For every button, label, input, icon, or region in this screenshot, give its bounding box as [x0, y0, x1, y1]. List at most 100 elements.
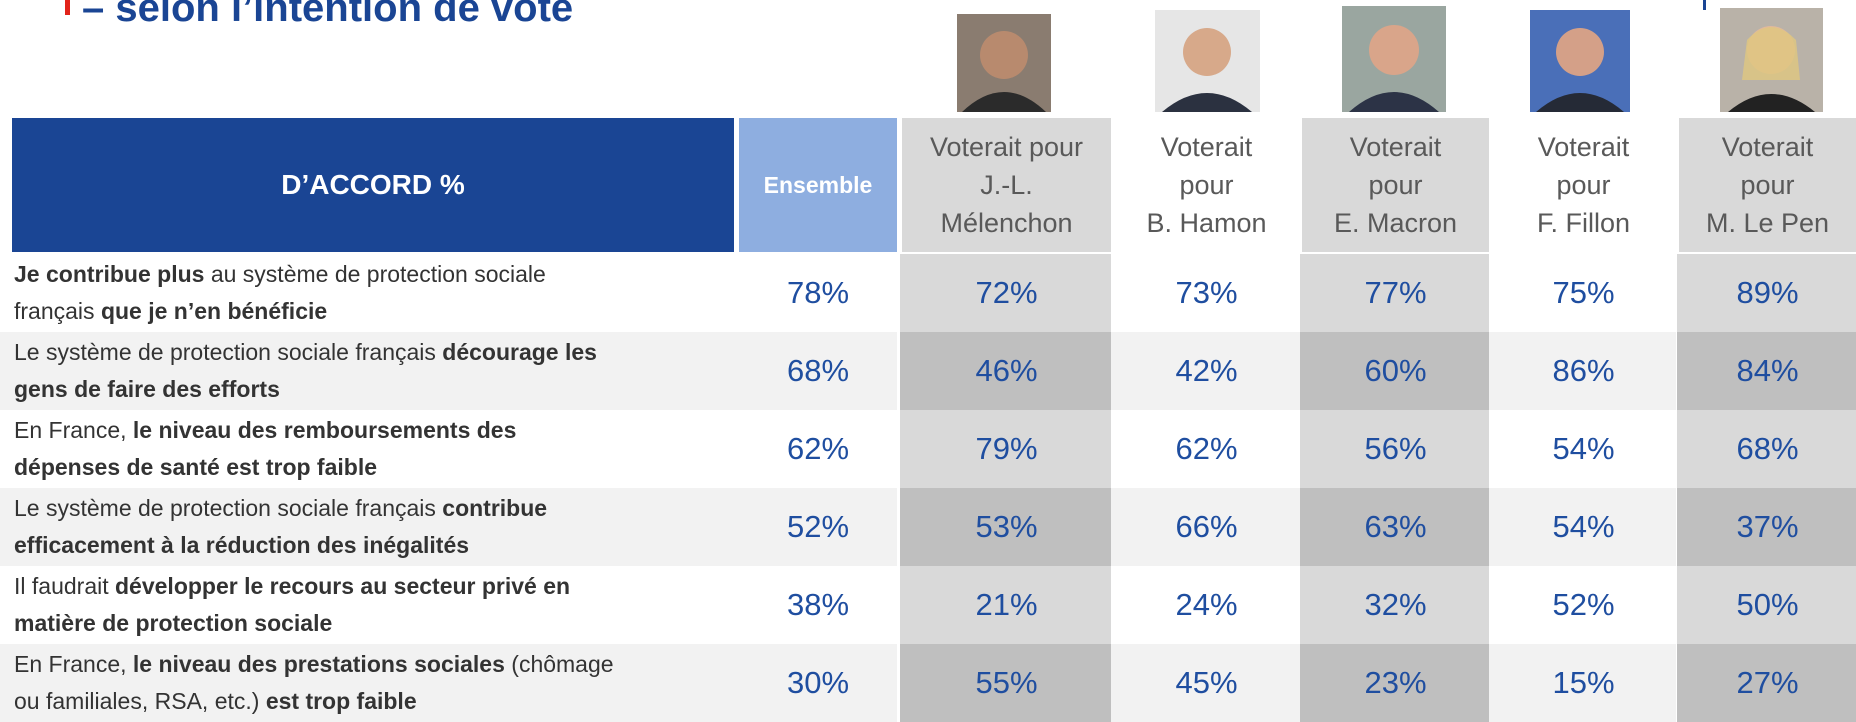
- portrait: [1155, 10, 1260, 112]
- percent-cell: 38%: [739, 566, 897, 644]
- header-line: Voterait: [1161, 128, 1253, 166]
- percent-cell: 52%: [1491, 566, 1676, 644]
- header-line: E. Macron: [1334, 204, 1457, 242]
- percent-cell: 56%: [1302, 410, 1489, 488]
- percent-cell: 55%: [902, 644, 1111, 722]
- portrait: [957, 14, 1051, 112]
- column-header: VoteraitpourF. Fillon: [1491, 118, 1676, 252]
- label-segment: Le système de protection sociale françai…: [14, 495, 442, 521]
- header-line: pour: [1179, 166, 1233, 204]
- label-segment: est trop faible: [266, 688, 417, 714]
- label-segment: Le système de protection sociale françai…: [14, 339, 442, 365]
- column-header: Ensemble: [739, 118, 897, 252]
- label-segment: En France,: [14, 651, 133, 677]
- label-segment: efficacement à la réduction des inégalit…: [14, 532, 469, 558]
- label-segment: au système de protection sociale: [204, 261, 545, 287]
- label-segment: Je contribue plus: [14, 261, 204, 287]
- percent-cell: 62%: [1113, 410, 1300, 488]
- portrait: [1720, 8, 1823, 112]
- label-segment: que je n’en bénéficie: [101, 298, 327, 324]
- header-line: Voterait: [1722, 128, 1814, 166]
- label-line: Le système de protection sociale françai…: [14, 490, 734, 527]
- header-line: Voterait: [1350, 128, 1442, 166]
- label-line: efficacement à la réduction des inégalit…: [14, 527, 734, 564]
- percent-cell: 72%: [902, 254, 1111, 332]
- label-line: En France, le niveau des remboursements …: [14, 412, 734, 449]
- label-line: ou familiales, RSA, etc.) est trop faibl…: [14, 683, 734, 720]
- label-segment: ou familiales, RSA, etc.): [14, 688, 266, 714]
- label-segment: matière de protection sociale: [14, 610, 332, 636]
- page: { "header": {"title": "– selon l’intenti…: [0, 0, 1856, 722]
- header-line: B. Hamon: [1146, 204, 1266, 242]
- percent-cell: 73%: [1113, 254, 1300, 332]
- percent-cell: 15%: [1491, 644, 1676, 722]
- header-line: Ensemble: [764, 172, 873, 199]
- row-label: En France, le niveau des prestations soc…: [12, 644, 734, 722]
- label-line: dépenses de santé est trop faible: [14, 449, 734, 486]
- percent-cell: 27%: [1679, 644, 1856, 722]
- label-line: Le système de protection sociale françai…: [14, 334, 734, 371]
- percent-cell: 50%: [1679, 566, 1856, 644]
- percent-cell: 77%: [1302, 254, 1489, 332]
- percent-cell: 63%: [1302, 488, 1489, 566]
- percent-cell: 62%: [739, 410, 897, 488]
- percent-cell: 42%: [1113, 332, 1300, 410]
- label-line: gens de faire des efforts: [14, 371, 734, 408]
- percent-cell: 66%: [1113, 488, 1300, 566]
- row-label: Il faudrait développer le recours au sec…: [12, 566, 734, 644]
- row-label: Le système de protection sociale françai…: [12, 488, 734, 566]
- header-line: Voterait pour: [930, 128, 1083, 166]
- label-line: Je contribue plus au système de protecti…: [14, 256, 734, 293]
- portrait: [1342, 6, 1446, 112]
- percent-cell: 37%: [1679, 488, 1856, 566]
- header-line: Mélenchon: [940, 204, 1072, 242]
- label-segment: développer le recours au secteur privé e…: [115, 573, 570, 599]
- percent-cell: 84%: [1679, 332, 1856, 410]
- label-segment: gens de faire des efforts: [14, 376, 280, 402]
- percent-cell: 53%: [902, 488, 1111, 566]
- percent-cell: 68%: [739, 332, 897, 410]
- percent-cell: 75%: [1491, 254, 1676, 332]
- label-line: matière de protection sociale: [14, 605, 734, 642]
- portrait: [1530, 10, 1630, 112]
- label-segment: français: [14, 298, 101, 324]
- percent-cell: 45%: [1113, 644, 1300, 722]
- percent-cell: 23%: [1302, 644, 1489, 722]
- header-line: M. Le Pen: [1706, 204, 1829, 242]
- row-label: Je contribue plus au système de protecti…: [12, 254, 734, 332]
- percent-cell: 60%: [1302, 332, 1489, 410]
- header-line: Voterait: [1538, 128, 1630, 166]
- label-line: En France, le niveau des prestations soc…: [14, 646, 734, 683]
- percent-cell: 46%: [902, 332, 1111, 410]
- percent-cell: 79%: [902, 410, 1111, 488]
- row-label: En France, le niveau des remboursements …: [12, 410, 734, 488]
- percent-cell: 78%: [739, 254, 897, 332]
- header-corner: D’ACCORD %: [12, 118, 734, 252]
- portraits: [0, 0, 1856, 118]
- label-segment: (chômage: [505, 651, 614, 677]
- label-segment: le niveau des remboursements des: [133, 417, 517, 443]
- label-segment: Il faudrait: [14, 573, 115, 599]
- percent-cell: 86%: [1491, 332, 1676, 410]
- percent-cell: 89%: [1679, 254, 1856, 332]
- label-segment: contribue: [442, 495, 547, 521]
- header-line: pour: [1740, 166, 1794, 204]
- label-segment: le niveau des prestations sociales: [133, 651, 505, 677]
- percent-cell: 52%: [739, 488, 897, 566]
- label-segment: dépenses de santé est trop faible: [14, 454, 377, 480]
- percent-cell: 24%: [1113, 566, 1300, 644]
- percent-cell: 21%: [902, 566, 1111, 644]
- label-segment: En France,: [14, 417, 133, 443]
- row-label: Le système de protection sociale françai…: [12, 332, 734, 410]
- percent-cell: 30%: [739, 644, 897, 722]
- header-line: J.-L.: [980, 166, 1033, 204]
- label-line: Il faudrait développer le recours au sec…: [14, 568, 734, 605]
- percent-cell: 54%: [1491, 488, 1676, 566]
- header-line: F. Fillon: [1537, 204, 1630, 242]
- percent-cell: 32%: [1302, 566, 1489, 644]
- header-line: pour: [1556, 166, 1610, 204]
